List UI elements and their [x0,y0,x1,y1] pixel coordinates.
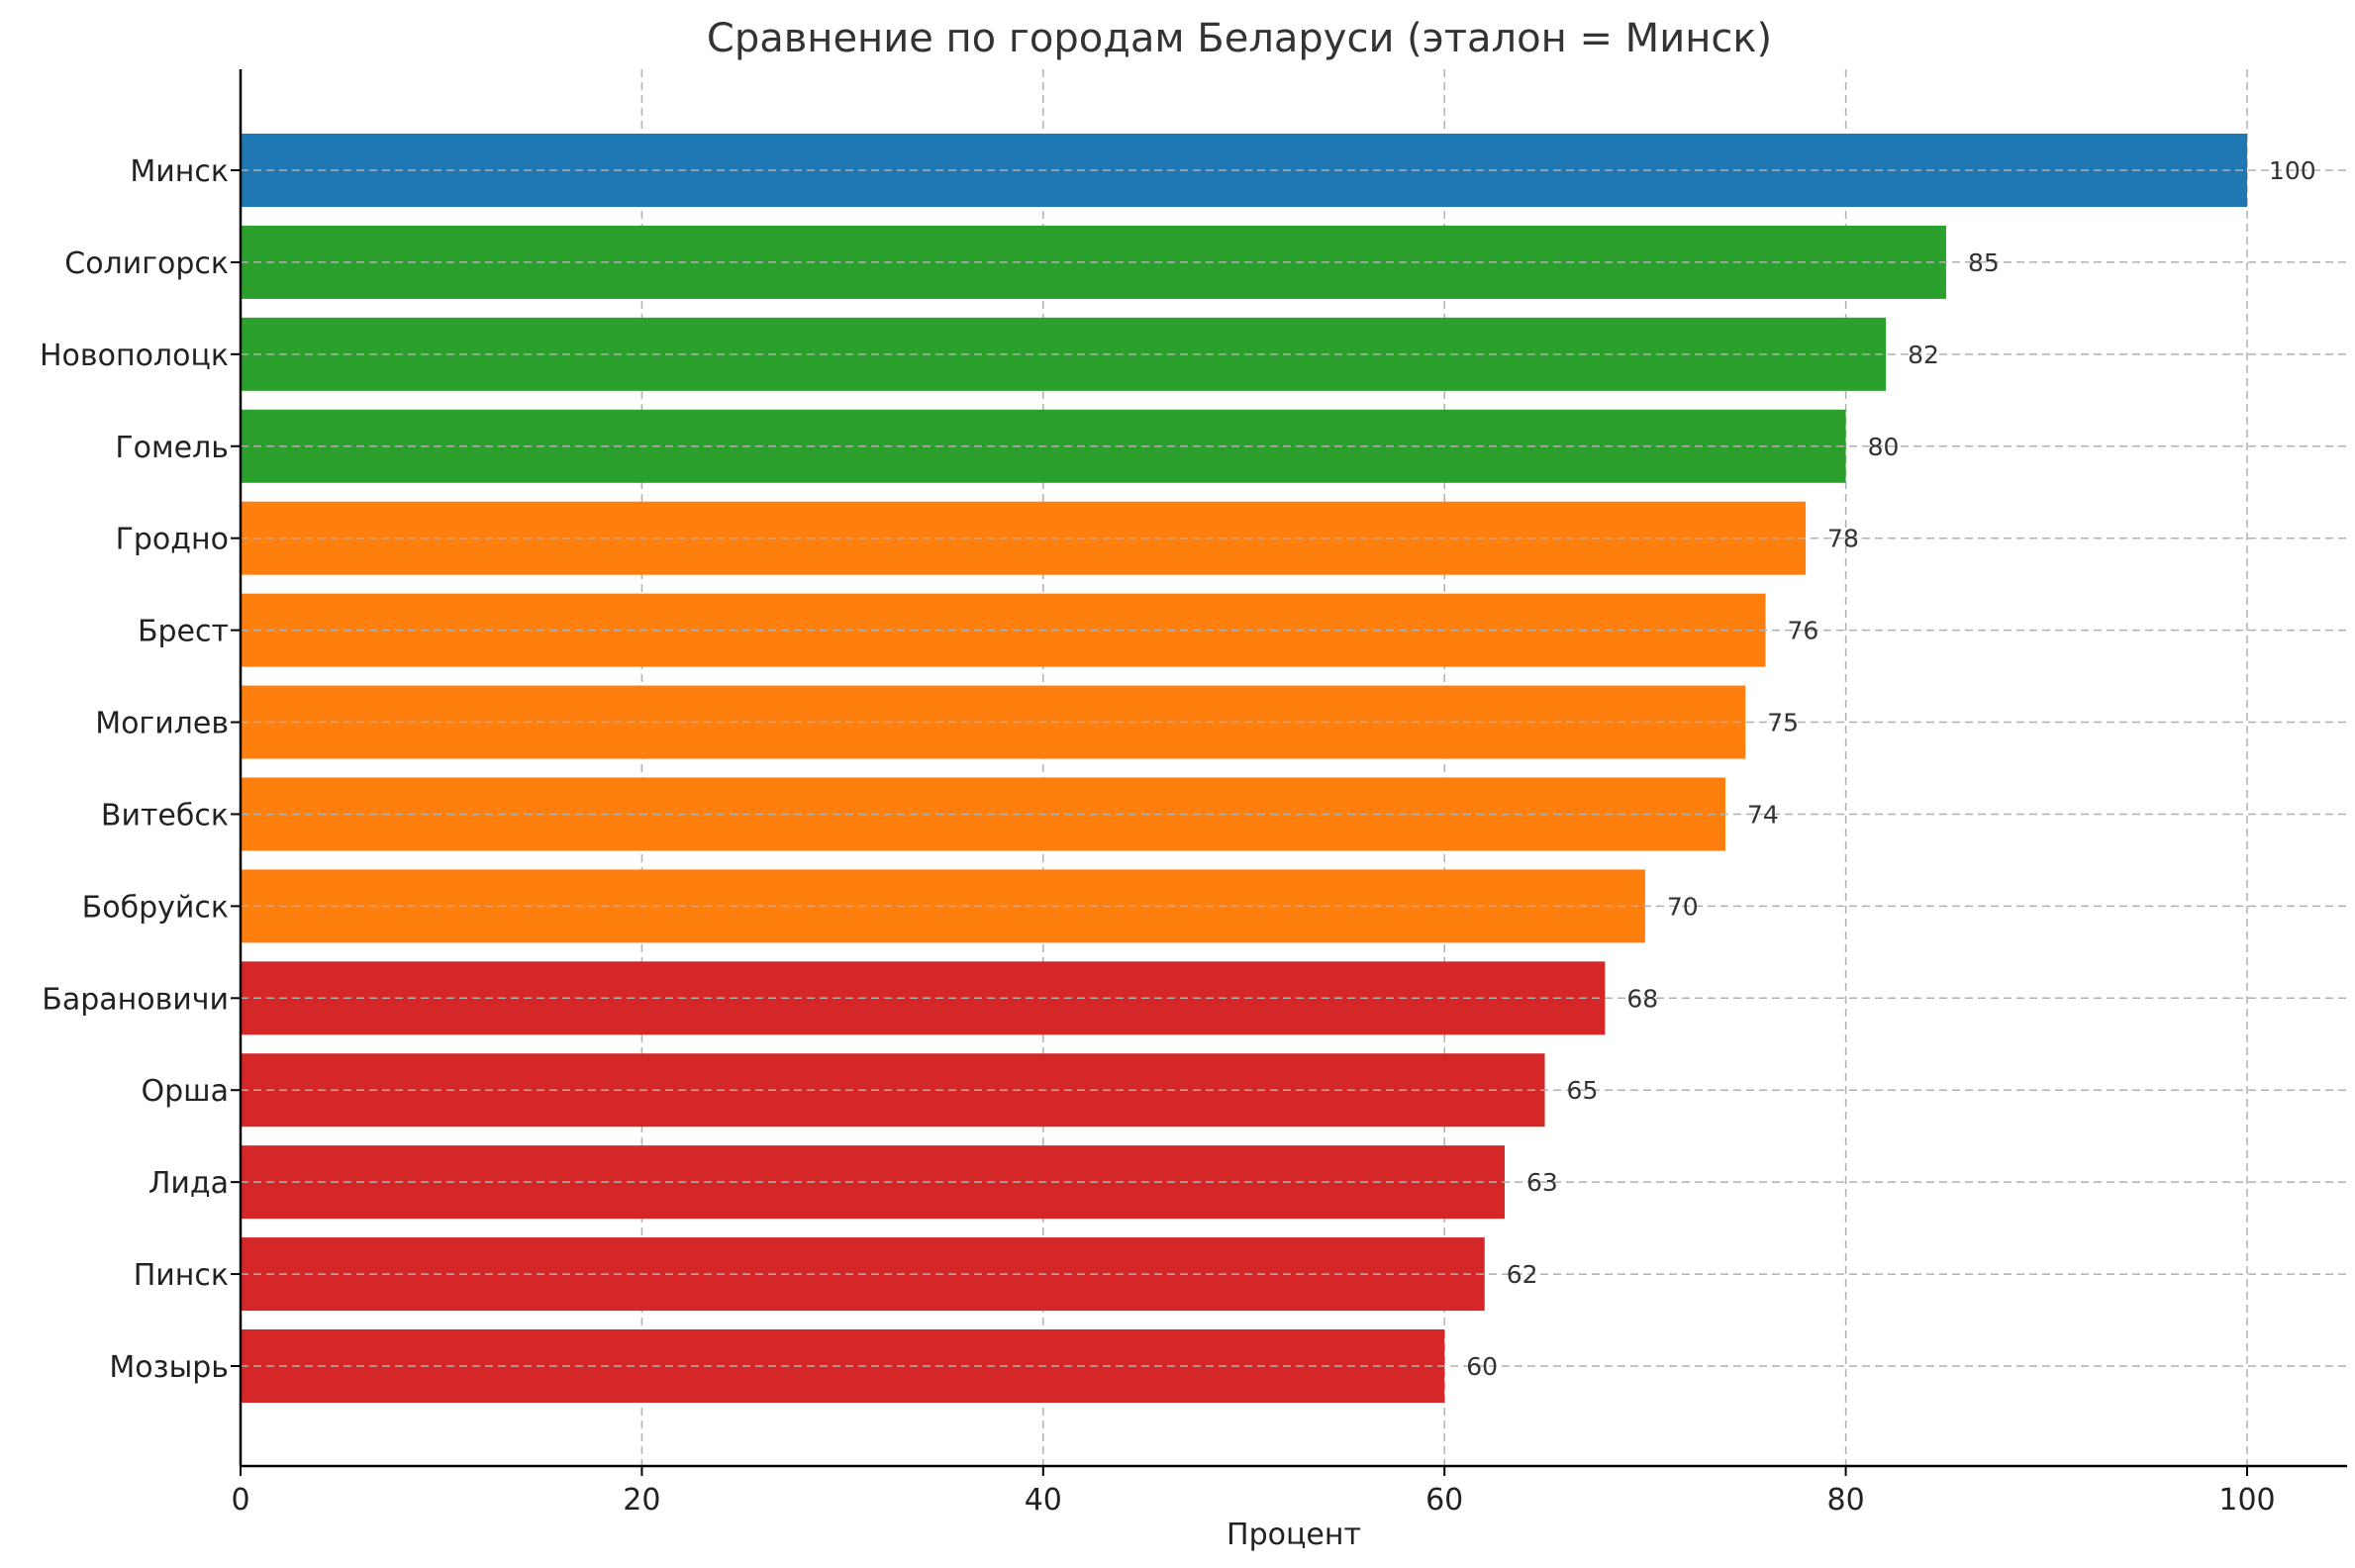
category-label: Пинск [134,1258,229,1293]
category-label: Бобруйск [82,890,229,925]
category-label: Минск [130,154,229,189]
category-label: Гомель [115,431,229,465]
category-label: Барановичи [42,982,229,1017]
category-label: Лида [148,1166,229,1201]
x-tick-label: 20 [623,1483,660,1518]
data-label: 78 [1827,525,1859,553]
bar [241,134,2247,207]
data-label: 76 [1788,617,1819,645]
data-label: 85 [1968,248,2000,277]
data-label: 74 [1747,800,1779,829]
data-label: 65 [1567,1076,1599,1105]
x-ticks: 0 20 40 60 80 100 [231,1466,2276,1518]
data-labels: 100 85 82 80 78 76 75 74 70 68 65 63 62 60 [241,156,2316,1381]
category-label: Солигорск [64,246,229,281]
data-label: 80 [1868,433,1900,461]
data-label: 62 [1507,1260,1538,1289]
category-label: Новополоцк [40,339,229,373]
data-label: 100 [2269,156,2316,185]
category-labels: Минск Солигорск Новополоцк Гомель Гродно Брес… [40,154,241,1385]
category-label: Витебск [101,798,229,833]
category-label: Мозырь [109,1350,229,1385]
x-tick-label: 60 [1425,1483,1463,1518]
chart-title: Сравнение по городам Беларуси (эталон = … [707,16,1772,61]
data-label: 75 [1767,709,1799,737]
data-label: 82 [1908,341,1939,369]
x-tick-label: 0 [231,1483,249,1518]
data-label: 60 [1466,1352,1498,1381]
data-label: 68 [1626,984,1658,1013]
x-tick-label: 100 [2218,1483,2275,1518]
data-label: 63 [1526,1168,1558,1197]
category-label: Гродно [116,523,229,557]
x-axis-label: Процент [1227,1518,1361,1552]
category-label: Орша [142,1074,230,1109]
data-label: 70 [1667,892,1699,921]
category-label: Брест [138,615,229,649]
x-tick-label: 40 [1025,1483,1062,1518]
x-tick-label: 80 [1827,1483,1865,1518]
category-label: Могилев [95,707,229,741]
bars [241,134,2247,1403]
